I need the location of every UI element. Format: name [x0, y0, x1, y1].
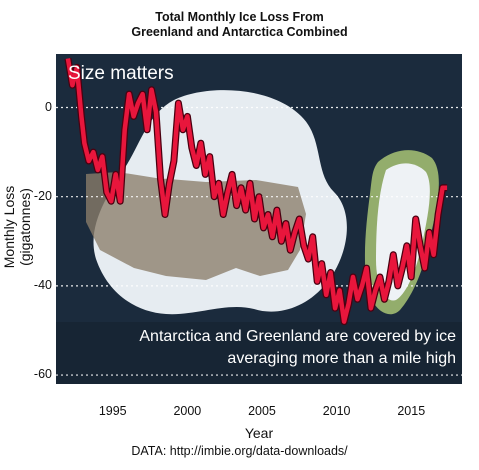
- plot-area: [56, 54, 462, 384]
- x-axis-label: Year: [244, 425, 274, 441]
- x-tick-label-2: 2005: [248, 404, 276, 418]
- series-line: [65, 58, 448, 324]
- annotation-ice-caption: Antarctica and Greenland are covered by …: [70, 326, 456, 370]
- annotation-size-matters: Size matters: [68, 63, 174, 84]
- caption-band: [56, 322, 462, 384]
- x-tick-label-0: 1995: [98, 404, 127, 418]
- x-tick-label-4: 2015: [397, 404, 426, 418]
- x-tick-label-3: 2010: [322, 404, 351, 418]
- y-tick-label-2: -40: [33, 277, 52, 292]
- annotation-ice-caption-line-1: Antarctica and Greenland are covered by …: [139, 328, 456, 345]
- chart-title-line-2: Greenland and Antarctica Combined: [131, 25, 348, 39]
- y-tick-label-3: -60: [33, 367, 52, 382]
- y-tick-label-0: 0: [45, 99, 52, 114]
- y-tick-label-1: -20: [33, 188, 52, 203]
- chart-title-line-1: Total Monthly Ice Loss From: [155, 10, 324, 24]
- chart-svg: [56, 54, 462, 384]
- annotation-ice-caption-line-2: averaging more than a mile high: [227, 350, 456, 367]
- x-tick-label-1: 2000: [173, 404, 202, 418]
- chart-title: Total Monthly Ice Loss From Greenland an…: [0, 10, 479, 40]
- data-source: DATA: http://imbie.org/data-downloads/: [131, 444, 348, 458]
